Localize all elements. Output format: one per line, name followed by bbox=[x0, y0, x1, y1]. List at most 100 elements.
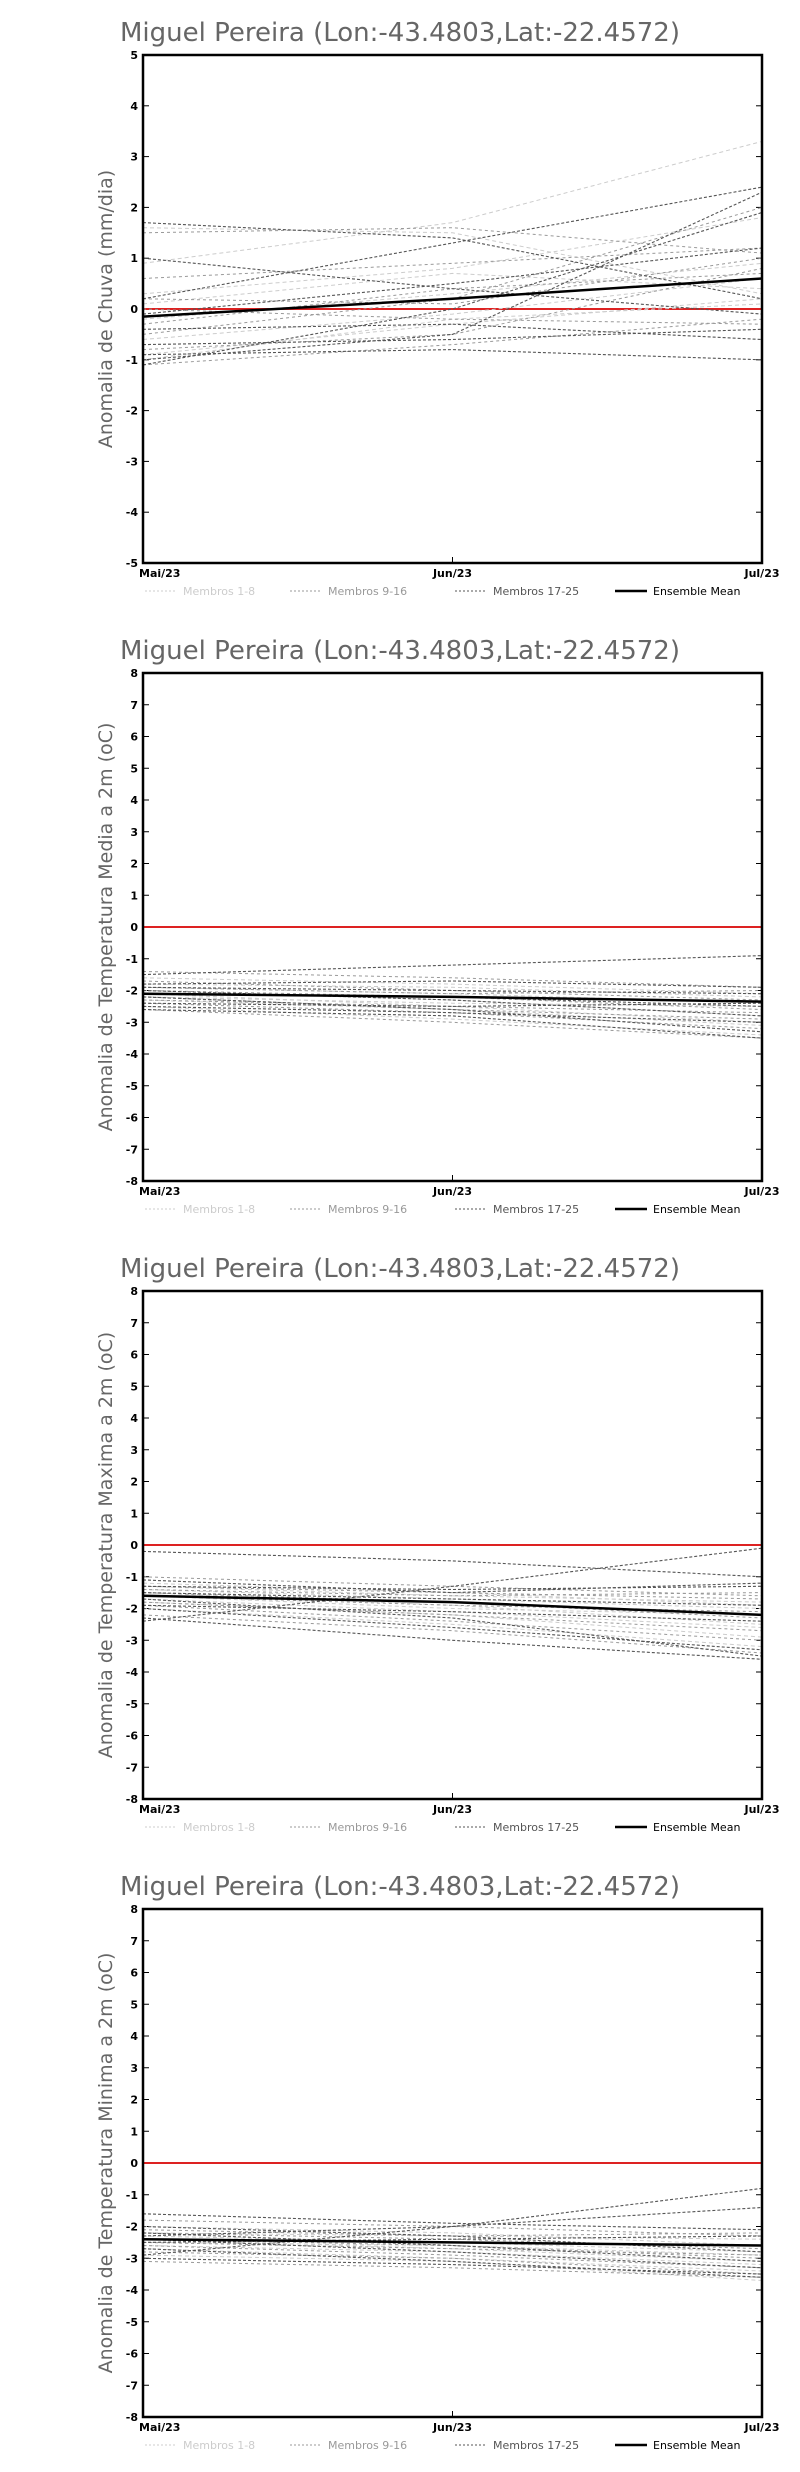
plot-frame bbox=[141, 1289, 764, 1801]
member-series-line-15 bbox=[142, 986, 763, 995]
member-series-line-1 bbox=[142, 977, 763, 995]
y-tick-label: -8 bbox=[126, 1793, 138, 1806]
x-tick-label: Jun/23 bbox=[432, 1803, 472, 1816]
member-series-line-3 bbox=[142, 217, 763, 295]
member-series-line-17 bbox=[142, 1550, 763, 1578]
member-series-line-7 bbox=[142, 986, 763, 1004]
y-tick-label: -5 bbox=[126, 557, 138, 570]
chart-panel-max-temperature: Miguel Pereira (Lon:-43.4803,Lat:-22.457… bbox=[0, 1236, 800, 1854]
y-tick-label: -3 bbox=[126, 2252, 138, 2265]
member-series-line-7 bbox=[142, 303, 763, 361]
y-tick-label: -5 bbox=[126, 2316, 138, 2329]
member-series-line-23 bbox=[142, 1592, 763, 1606]
member-series-line-18 bbox=[142, 2187, 763, 2256]
member-series-line-21 bbox=[142, 323, 763, 341]
member-series-line-15 bbox=[142, 1589, 763, 1597]
x-tick-label: Jul/23 bbox=[743, 1185, 779, 1198]
chart-svg: Miguel Pereira (Lon:-43.4803,Lat:-22.457… bbox=[95, 636, 780, 1216]
y-tick-label: 1 bbox=[130, 252, 138, 265]
member-series-line-5 bbox=[142, 996, 763, 1007]
y-tick-label: -3 bbox=[126, 1016, 138, 1029]
chart-panel-rainfall: Miguel Pereira (Lon:-43.4803,Lat:-22.457… bbox=[0, 0, 800, 618]
member-series-line-12 bbox=[142, 1614, 763, 1654]
member-series-line-12 bbox=[142, 1009, 763, 1039]
member-series-line-24 bbox=[142, 1585, 763, 1591]
member-series-line-23 bbox=[142, 349, 763, 361]
y-tick-label: -3 bbox=[126, 455, 138, 468]
ensemble-mean-line bbox=[142, 2237, 763, 2247]
member-series-line-25 bbox=[142, 191, 763, 361]
member-series-line-12 bbox=[142, 267, 763, 351]
member-series-line-1 bbox=[142, 140, 763, 264]
legend-label-3: Membros 17-25 bbox=[493, 585, 579, 598]
member-series-line-5 bbox=[142, 278, 763, 340]
y-tick-label: 2 bbox=[130, 1476, 138, 1489]
member-series-line-4 bbox=[142, 262, 763, 320]
legend-label-1: Membros 1-8 bbox=[183, 2439, 255, 2452]
member-series-line-9 bbox=[142, 227, 763, 254]
member-series-line-20 bbox=[142, 996, 763, 1033]
member-series-line-18 bbox=[142, 1547, 763, 1622]
member-series-line-9 bbox=[142, 2219, 763, 2237]
member-series-line-21 bbox=[142, 2248, 763, 2278]
member-series-line-19 bbox=[142, 989, 763, 1017]
chart-title: Miguel Pereira (Lon:-43.4803,Lat:-22.457… bbox=[120, 18, 680, 48]
member-series-line-14 bbox=[142, 2245, 763, 2269]
y-tick-label: -8 bbox=[126, 2411, 138, 2424]
member-series-line-19 bbox=[142, 186, 763, 300]
member-series-line-22 bbox=[142, 328, 763, 346]
x-tick-label: Jun/23 bbox=[432, 1185, 472, 1198]
legend-label-4: Ensemble Mean bbox=[653, 585, 740, 598]
member-series-line-4 bbox=[142, 1585, 763, 1603]
member-series-line-19 bbox=[142, 1579, 763, 1594]
ensemble-mean-line bbox=[142, 1594, 763, 1617]
y-tick-label: 6 bbox=[130, 1967, 138, 1980]
y-tick-label: 8 bbox=[130, 667, 138, 680]
y-axis-label: Anomalia de Temperatura Minima a 2m (oC) bbox=[95, 1953, 117, 2374]
member-series-line-13 bbox=[142, 980, 763, 1001]
member-series-line-2 bbox=[142, 990, 763, 1017]
x-tick-label: Jun/23 bbox=[432, 2421, 472, 2434]
member-series-line-25 bbox=[142, 2238, 763, 2269]
member-series-line-17 bbox=[142, 2213, 763, 2231]
legend-label-3: Membros 17-25 bbox=[493, 1821, 579, 1834]
member-series-line-13 bbox=[142, 318, 763, 366]
member-series-line-22 bbox=[142, 1598, 763, 1657]
y-tick-label: 4 bbox=[130, 2030, 138, 2043]
y-axis-label: Anomalia de Chuva (mm/dia) bbox=[95, 170, 117, 448]
member-series-line-16 bbox=[142, 247, 763, 279]
y-tick-label: 1 bbox=[130, 889, 138, 902]
y-axis-label: Anomalia de Temperatura Maxima a 2m (oC) bbox=[95, 1332, 117, 1758]
member-series-line-5 bbox=[142, 2241, 763, 2256]
ensemble-mean-line bbox=[142, 277, 763, 318]
y-tick-label: 1 bbox=[130, 2125, 138, 2138]
y-tick-label: 5 bbox=[130, 49, 138, 62]
y-tick-label: 0 bbox=[130, 921, 138, 934]
y-tick-label: 2 bbox=[130, 201, 138, 214]
member-series-line-8 bbox=[142, 993, 763, 1023]
legend-label-4: Ensemble Mean bbox=[653, 2439, 740, 2452]
member-series-line-18 bbox=[142, 257, 763, 315]
y-tick-label: 7 bbox=[130, 1317, 138, 1330]
member-series-line-17 bbox=[142, 222, 763, 300]
member-series-line-3 bbox=[142, 1601, 763, 1638]
y-tick-label: 5 bbox=[130, 762, 138, 775]
member-series-line-8 bbox=[142, 1598, 763, 1628]
member-series-line-21 bbox=[142, 1617, 763, 1660]
member-series-line-12 bbox=[142, 2260, 763, 2278]
member-series-line-22 bbox=[142, 1008, 763, 1039]
y-tick-label: -1 bbox=[126, 354, 138, 367]
y-tick-label: 3 bbox=[130, 2062, 138, 2075]
y-tick-label: -4 bbox=[126, 1666, 139, 1679]
member-series-line-25 bbox=[142, 1607, 763, 1651]
member-series-line-6 bbox=[142, 298, 763, 356]
member-series-line-9 bbox=[142, 1576, 763, 1597]
y-tick-label: -5 bbox=[126, 1080, 138, 1093]
member-series-line-23 bbox=[142, 2232, 763, 2262]
y-tick-label: 4 bbox=[130, 1412, 138, 1425]
member-series-line-2 bbox=[142, 2238, 763, 2262]
y-tick-label: 0 bbox=[130, 2157, 138, 2170]
legend-label-2: Membros 9-16 bbox=[328, 1203, 407, 1216]
y-tick-label: -5 bbox=[126, 1698, 138, 1711]
member-series-line-20 bbox=[142, 247, 763, 315]
